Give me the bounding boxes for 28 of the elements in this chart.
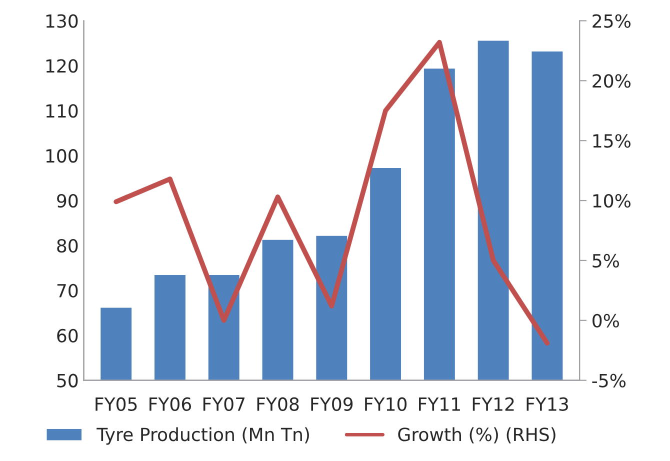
x-tick-label: FY05 — [96, 397, 137, 411]
y-tick-label: 60 — [57, 328, 78, 342]
y-tick-label: 90 — [57, 194, 78, 208]
y-tick-label: 110 — [46, 104, 78, 118]
y2-tick-label: 10% — [593, 194, 630, 208]
y-tick-label: 100 — [46, 149, 78, 163]
y-tick-label: 80 — [57, 238, 78, 253]
y2-tick-label: 25% — [592, 14, 630, 28]
y-tick-label: 130 — [46, 14, 78, 28]
y2-tick-label: -5% — [592, 374, 626, 388]
x-tick-label: FY09 — [311, 397, 353, 411]
y2-tick-label: 0% — [592, 314, 620, 328]
y-tick-label: 120 — [46, 59, 78, 73]
y2-tick-label: 5% — [592, 254, 620, 268]
x-tick-label: FY08 — [257, 397, 299, 411]
x-tick-label: FY13 — [526, 397, 568, 411]
y2-tick-label: 15% — [593, 134, 630, 148]
y-tick-label: 70 — [57, 284, 78, 298]
legend-label: Growth (%) (RHS) — [398, 427, 556, 444]
x-tick-label: FY11 — [419, 398, 460, 411]
x-tick-label: FY10 — [365, 397, 407, 411]
x-tick-label: FY12 — [472, 397, 514, 411]
legend-label: Tyre Production (Mn Tn) — [96, 427, 309, 445]
line-series — [114, 40, 550, 346]
y-tick-label: 50 — [57, 374, 78, 388]
x-tick-label: FY07 — [203, 397, 245, 411]
x-tick-label: FY06 — [150, 397, 192, 411]
y2-tick-label: 20% — [592, 74, 630, 88]
